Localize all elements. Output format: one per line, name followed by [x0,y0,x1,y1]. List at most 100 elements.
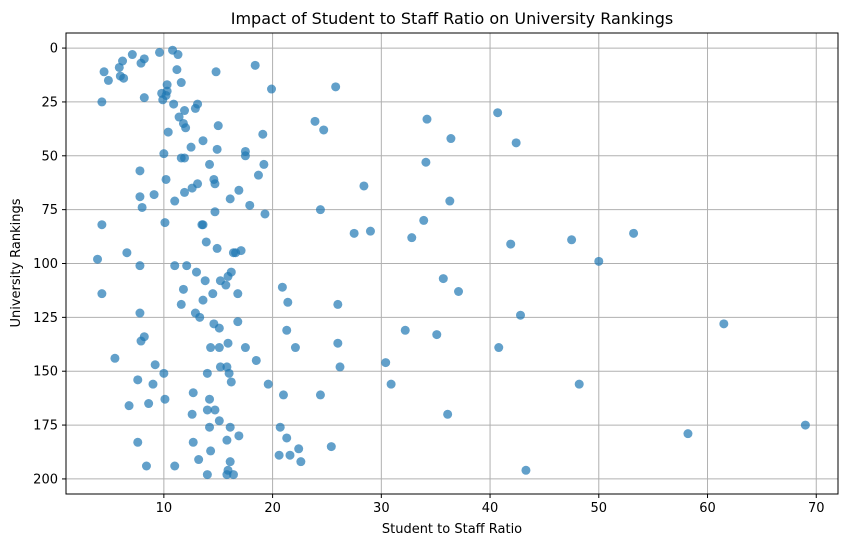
x-tick-label: 60 [699,501,716,516]
data-point [188,388,198,398]
data-point [516,310,526,320]
data-point [386,379,396,389]
data-point [282,325,292,335]
data-point [250,60,260,70]
data-point [133,375,143,385]
y-tick-label: 25 [41,95,58,110]
data-point [331,82,341,92]
y-tick-label: 200 [33,472,58,487]
data-point [155,47,165,57]
data-point [212,144,222,154]
data-point [574,379,584,389]
data-point [277,282,287,292]
data-point [97,97,107,107]
data-point [205,422,215,432]
data-point [122,248,132,258]
x-tick-label: 70 [808,501,825,516]
data-point [315,205,325,215]
data-point [438,274,448,284]
data-point [169,99,179,109]
data-point [205,159,215,169]
data-point [260,209,270,219]
data-point [103,75,113,85]
data-point [333,299,343,309]
data-point [158,95,168,105]
data-point [97,220,107,230]
data-point [445,196,455,206]
data-point [202,368,212,378]
data-point [186,142,196,152]
data-point [275,422,285,432]
y-tick-label: 150 [33,365,58,380]
data-point [234,431,244,441]
data-point [180,153,190,163]
data-point [719,319,729,329]
data-point [114,62,124,72]
data-point [521,465,531,475]
y-tick-label: 125 [33,311,58,326]
data-point [225,194,235,204]
data-point [511,138,521,148]
data-point [215,362,225,372]
data-point [137,202,147,212]
data-point [160,394,170,404]
data-point [253,170,263,180]
data-point [161,174,171,184]
data-point [290,343,300,353]
data-point [200,276,210,286]
data-point [210,405,220,415]
data-point [443,409,453,419]
data-point [683,429,693,439]
data-point [400,325,410,335]
data-point [182,261,192,271]
data-point [214,323,224,333]
data-point [225,457,235,467]
data-point [135,166,145,176]
data-point [211,67,221,77]
data-point [231,248,241,258]
data-point [149,190,159,200]
data-point [223,271,233,281]
data-point [198,220,208,230]
x-tick-label: 50 [591,501,608,516]
data-point [258,129,268,139]
data-point [263,379,273,389]
data-point [629,228,639,238]
data-point [494,343,504,353]
x-tick-label: 30 [373,501,390,516]
data-point [274,450,284,460]
data-point [233,317,243,327]
data-point [594,256,604,266]
axis-ticks: 10 20 30 40 50 60 70 0 25 50 75 100 125 150 175 200 [33,42,824,516]
data-point [251,355,261,365]
data-point [139,93,149,103]
data-point [319,125,329,135]
data-point [210,207,220,217]
chart-title: Impact of Student to Staff Ratio on Univ… [231,9,674,28]
data-point [190,103,200,113]
data-point [333,338,343,348]
data-point [381,358,391,368]
data-point [135,308,145,318]
data-point [208,289,218,299]
data-point [294,444,304,454]
data-point [567,235,577,245]
data-point [278,390,288,400]
data-point [135,192,145,202]
data-point [150,360,160,370]
data-point [310,116,320,126]
data-point [335,362,345,372]
data-point [407,233,417,243]
data-point [191,267,201,277]
data-point [285,450,295,460]
data-point [144,399,154,409]
data-point [148,379,158,389]
data-point [188,437,198,447]
data-point [222,435,232,445]
data-point [283,297,293,307]
data-point [223,338,233,348]
x-tick-label: 40 [482,501,499,516]
data-point [141,461,151,471]
data-point [198,295,208,305]
data-point [119,73,129,83]
